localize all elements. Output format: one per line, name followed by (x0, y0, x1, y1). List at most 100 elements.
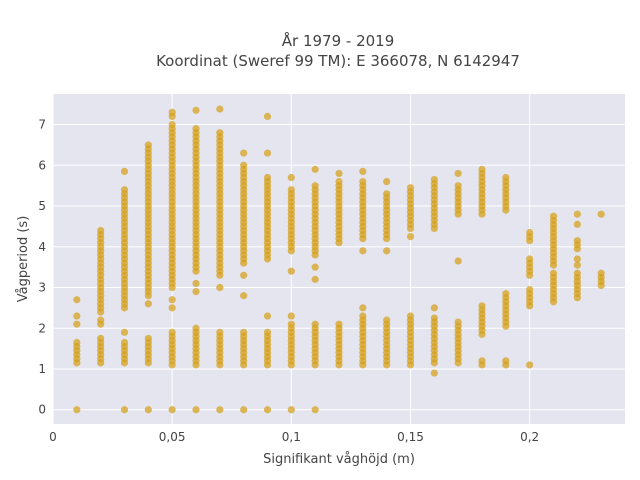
data-point (406, 232, 415, 241)
data-point (573, 255, 581, 263)
data-point (168, 108, 176, 116)
y-axis-title: Vågperiod (s) (16, 216, 31, 303)
data-point (97, 226, 105, 235)
chart-title-line-1: År 1979 - 2019 (282, 31, 395, 50)
data-point (192, 125, 200, 133)
data-point (454, 169, 462, 178)
data-point (430, 314, 438, 322)
data-point (335, 169, 343, 178)
data-point (311, 406, 319, 414)
data-point (359, 304, 367, 312)
data-point (97, 316, 105, 324)
data-point (287, 173, 295, 182)
y-tick-label: 5 (38, 199, 46, 213)
data-point (597, 269, 605, 277)
data-point (526, 285, 534, 294)
data-point (73, 296, 81, 304)
data-point (192, 279, 200, 288)
data-point (120, 328, 129, 336)
data-point (573, 237, 581, 245)
data-point (120, 406, 129, 414)
data-point (144, 406, 152, 414)
data-point (454, 257, 462, 265)
data-point (263, 406, 272, 414)
data-point (287, 320, 295, 328)
data-point (359, 247, 367, 255)
data-point (502, 173, 510, 182)
data-point (573, 261, 581, 269)
x-tick-label: 0,05 (159, 430, 186, 444)
data-point (478, 357, 486, 365)
y-tick-label: 2 (38, 321, 46, 335)
data-point (263, 328, 272, 336)
data-point (144, 141, 152, 149)
data-point (216, 105, 224, 113)
data-point (335, 177, 343, 186)
x-tick-label: 0,2 (520, 430, 539, 444)
data-point (168, 304, 176, 312)
data-point (263, 149, 272, 157)
data-point (192, 106, 200, 114)
data-point (502, 357, 510, 365)
data-point (144, 292, 152, 300)
data-point (383, 190, 391, 198)
data-point (359, 167, 367, 176)
data-point (120, 338, 129, 347)
x-tick-label: 0,1 (282, 430, 301, 444)
data-point (73, 312, 81, 320)
data-point (478, 165, 486, 173)
data-point (311, 165, 319, 173)
tick-labels: 0 0,05 0,1 0,15 0,2 0 1 2 3 4 5 6 7 (38, 118, 539, 444)
data-point (311, 263, 319, 271)
data-point (335, 320, 343, 328)
data-point (120, 167, 129, 176)
data-point (73, 406, 81, 414)
data-point (502, 290, 510, 298)
data-point (168, 120, 176, 129)
plot-area (53, 94, 625, 424)
data-point (526, 228, 534, 237)
data-point (144, 334, 152, 343)
data-point (97, 334, 105, 343)
chart-title-line-2: Koordinat (Sweref 99 TM): E 366078, N 61… (156, 52, 520, 70)
data-point (383, 247, 391, 255)
data-point (454, 182, 462, 190)
y-tick-label: 1 (38, 362, 46, 376)
data-point (240, 292, 248, 300)
data-point (287, 406, 295, 414)
data-point (287, 267, 295, 275)
y-tick-label: 3 (38, 281, 46, 295)
data-point (549, 269, 558, 277)
x-axis-title: Signifikant våghöjd (m) (263, 452, 415, 467)
x-tick-label: 0 (49, 430, 57, 444)
y-tick-label: 6 (38, 158, 46, 172)
data-point (240, 406, 248, 414)
data-point (359, 312, 367, 320)
data-points (73, 105, 605, 414)
data-point (311, 275, 319, 283)
data-point (216, 283, 224, 292)
data-point (383, 177, 391, 186)
data-point (120, 186, 129, 194)
data-point (573, 220, 581, 228)
data-point (192, 324, 200, 332)
data-point (216, 129, 224, 137)
data-point (311, 320, 319, 328)
data-point (192, 287, 200, 296)
data-point (73, 338, 81, 347)
data-point (240, 271, 248, 279)
data-point (573, 269, 581, 277)
y-tick-label: 4 (38, 240, 46, 254)
data-point (311, 182, 319, 190)
data-point (240, 328, 248, 336)
data-point (240, 161, 248, 169)
data-point (287, 186, 295, 194)
y-tick-label: 7 (38, 118, 46, 132)
data-point (144, 300, 152, 308)
data-point (168, 296, 176, 304)
data-point (383, 235, 391, 243)
data-point (263, 312, 272, 320)
data-point (192, 406, 200, 414)
data-point (573, 210, 581, 218)
